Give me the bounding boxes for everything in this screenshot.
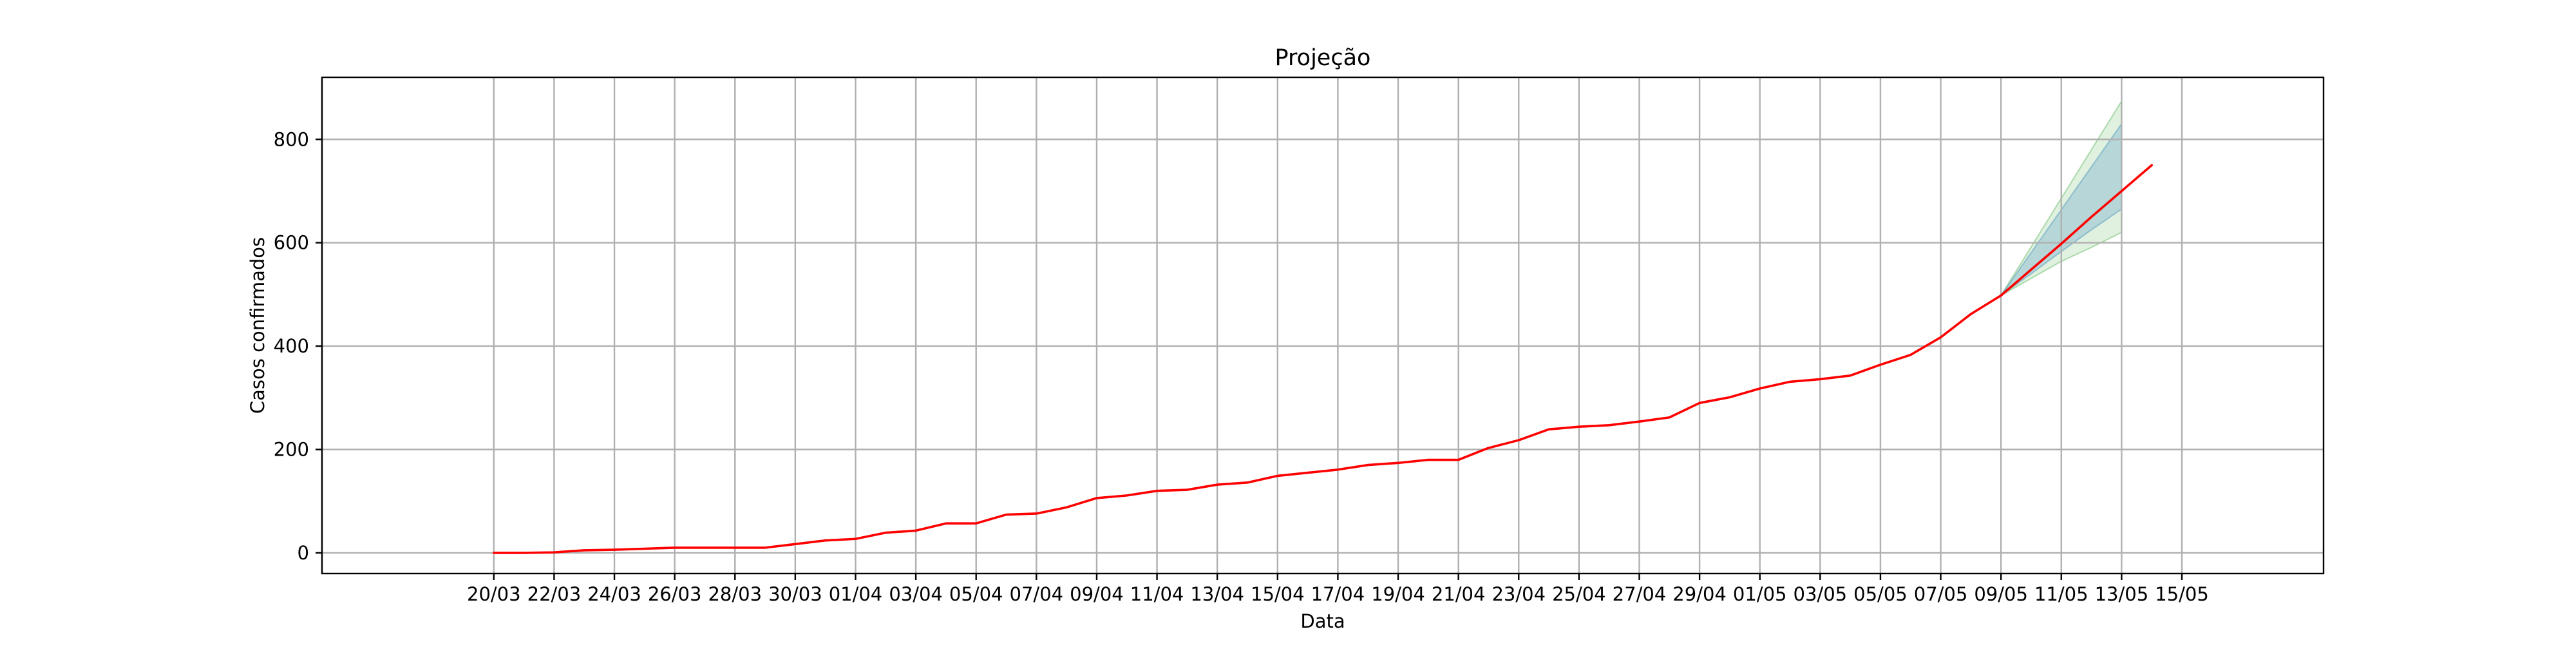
x-tick-label: 09/05 [1974,583,2028,605]
x-tick-label: 01/04 [829,583,883,605]
x-tick-label: 23/04 [1492,583,1546,605]
x-tick-label: 11/05 [2034,583,2088,605]
x-tick-label: 03/04 [889,583,943,605]
chart-title: Projeção [1275,45,1371,71]
x-tick-label: 19/04 [1371,583,1425,605]
x-tick-label: 28/03 [708,583,762,605]
x-tick-label: 26/03 [648,583,702,605]
x-tick-label: 22/03 [527,583,582,605]
x-tick-label: 01/05 [1733,583,1787,605]
x-tick-label: 25/04 [1552,583,1606,605]
x-tick-label: 17/04 [1311,583,1365,605]
x-tick-label: 03/05 [1794,583,1848,605]
x-tick-label: 09/04 [1070,583,1124,605]
y-tick-label: 200 [274,439,309,461]
grid [322,77,2324,574]
x-tick-label: 05/04 [949,583,1003,605]
x-tick-label: 20/03 [467,583,521,605]
series-line-0 [493,164,2153,554]
x-tick-label: 30/03 [768,583,822,605]
x-tick-label: 07/05 [1914,583,1968,605]
x-tick-label: 13/05 [2095,583,2149,605]
x-tick-label: 11/04 [1130,583,1184,605]
x-tick-label: 27/04 [1613,583,1667,605]
x-axis-label: Data [1300,610,1345,632]
y-tick-label: 600 [274,232,309,254]
y-tick-label: 0 [298,542,309,564]
ticks: 20/03 22/03 24/03 26/03 28/03 30/03 01/04 03/04… [274,128,2209,605]
x-tick-label: 15/04 [1251,583,1305,605]
y-tick-label: 800 [274,128,309,150]
x-tick-label: 07/04 [1010,583,1064,605]
x-tick-label: 24/03 [587,583,641,605]
plot-frame [321,76,2325,575]
x-tick-label: 29/04 [1672,583,1727,605]
series-layer [493,164,2153,554]
x-tick-label: 21/04 [1432,583,1486,605]
y-tick-label: 400 [274,335,309,357]
x-tick-label: 13/04 [1190,583,1244,605]
x-tick-label: 05/05 [1853,583,1908,605]
x-tick-label: 15/05 [2155,583,2209,605]
y-axis-label: Casos confirmados [247,237,269,414]
